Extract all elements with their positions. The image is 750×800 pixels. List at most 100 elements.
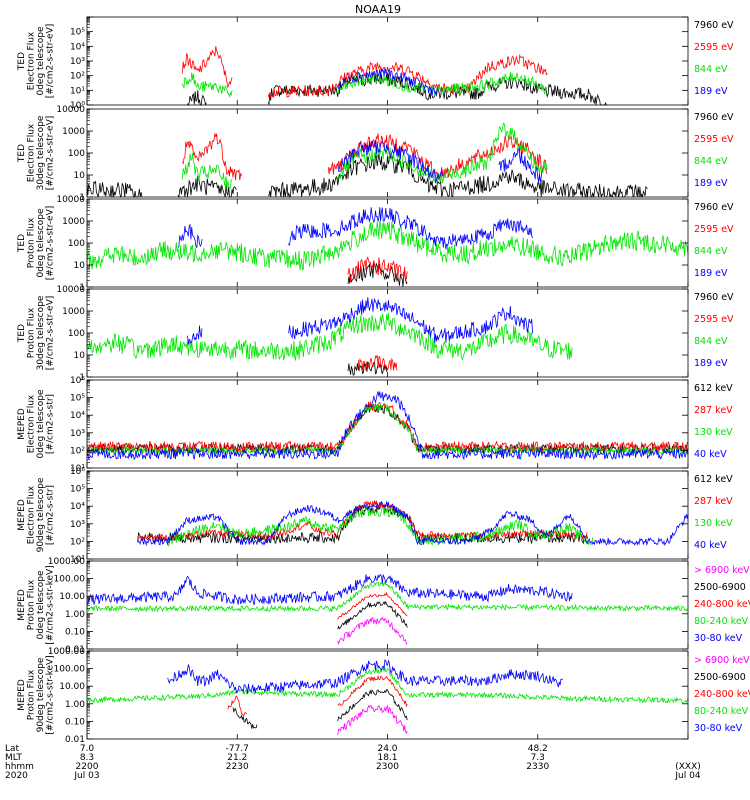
ylabel-p8-3: [#/cm2-s-str-keV] bbox=[45, 655, 55, 734]
ylabel-p1-0: TED bbox=[17, 52, 27, 71]
ylabel-p2-3: [#/cm2-s-str-eV] bbox=[45, 116, 55, 191]
ytick-label-p4-0: 1 bbox=[79, 373, 85, 383]
footer-row-label-3: 2020 bbox=[5, 771, 28, 781]
ytick-label-p2-4: 10000 bbox=[56, 105, 85, 115]
panel-p2: 1 10 100 1000 10000 TED Electron Flux 30deg tel… bbox=[17, 105, 734, 203]
ytick-label-p3-1: 10 bbox=[74, 261, 86, 271]
series-p6-1 bbox=[137, 499, 588, 542]
series-p7-2 bbox=[337, 591, 408, 620]
ytick-label-p6-0: 10¹ bbox=[70, 555, 85, 565]
ytick-label-p8-4: 100.00 bbox=[54, 665, 86, 675]
series-p5-1 bbox=[86, 401, 689, 454]
series-p5-3 bbox=[86, 391, 689, 461]
ytick-label-p5-3: 10⁴ bbox=[70, 411, 85, 421]
legend-p5-2: 130 keV bbox=[694, 427, 733, 438]
ytick-label-p5-1: 10² bbox=[70, 446, 85, 456]
legend-p3-0: 7960 eV bbox=[694, 202, 734, 213]
series-p8-4 bbox=[167, 659, 563, 694]
legend-p6-1: 287 keV bbox=[694, 496, 733, 507]
ylabel-p2-1: Electron Flux bbox=[26, 123, 36, 182]
ylabel-p4-0: TED bbox=[17, 324, 27, 343]
series-p2-2 bbox=[181, 122, 548, 190]
ytick-label-p3-2: 100 bbox=[68, 239, 85, 249]
ylabel-p4-1: Proton Flux bbox=[26, 307, 36, 358]
legend-p7-1: 2500-6900 bbox=[694, 582, 746, 593]
ylabel-p5-3: [#/cm2-s-str] bbox=[45, 394, 55, 454]
series-p8-0 bbox=[337, 704, 408, 736]
ylabel-p8-0: MEPED bbox=[17, 679, 27, 711]
series-p7-4 bbox=[86, 573, 573, 605]
ytick-label-p6-3: 10⁴ bbox=[70, 502, 85, 512]
plot-frame-p4 bbox=[86, 288, 689, 378]
series-p8-1 bbox=[232, 689, 408, 729]
legend-p4-3: 189 eV bbox=[694, 358, 728, 369]
series-p5-2 bbox=[86, 403, 689, 456]
series-p1-1 bbox=[181, 46, 548, 98]
series-p7-1 bbox=[337, 600, 408, 630]
footer-hhmm-4: (XXX) bbox=[675, 762, 701, 772]
ytick-label-p1-5: 10⁵ bbox=[70, 28, 85, 38]
ylabel-p8-1: Proton Flux bbox=[26, 669, 36, 720]
ytick-label-p1-0: 10⁰ bbox=[70, 101, 85, 111]
series-p6-2 bbox=[167, 506, 594, 547]
ylabel-p1-3: [#/cm2-s-str-eV] bbox=[45, 24, 55, 99]
legend-p5-3: 40 keV bbox=[694, 449, 727, 460]
ytick-label-p7-0: 0.01 bbox=[65, 645, 85, 655]
ylabel-p5-0: MEPED bbox=[17, 408, 27, 440]
legend-p7-0: > 6900 keV bbox=[694, 565, 750, 576]
ytick-label-p1-2: 10² bbox=[70, 72, 85, 82]
ytick-label-p2-0: 1 bbox=[79, 193, 85, 203]
footer-lat-0: 7.0 bbox=[80, 744, 95, 754]
ytick-label-p4-4: 10000 bbox=[56, 285, 85, 295]
series-p3-1 bbox=[347, 256, 408, 283]
ylabel-p5-1: Electron Flux bbox=[26, 394, 36, 453]
series-p1-3 bbox=[337, 67, 438, 96]
series-p8-3 bbox=[86, 667, 689, 704]
footer-lat-1: -77.7 bbox=[226, 744, 249, 754]
ytick-label-p3-3: 1000 bbox=[62, 217, 85, 227]
legend-p6-3: 40 keV bbox=[694, 540, 727, 551]
ytick-label-p7-1: 0.10 bbox=[65, 627, 85, 637]
legend-p8-3: 80-240 keV bbox=[694, 706, 749, 717]
ytick-label-p1-4: 10⁴ bbox=[70, 42, 85, 52]
ytick-label-p4-2: 100 bbox=[68, 329, 85, 339]
ytick-label-p4-3: 1000 bbox=[62, 307, 85, 317]
panel-p5: 10¹ 10² 10³ 10⁴ 10⁵ 10⁶ MEPED Electron Flux 0deg… bbox=[17, 376, 733, 474]
ylabel-p4-2: 30deg telescope bbox=[36, 295, 46, 370]
footer-lat-2: 24.0 bbox=[377, 744, 397, 754]
footer-lat-3: 48.2 bbox=[528, 744, 548, 754]
ytick-label-p6-4: 10⁵ bbox=[70, 485, 85, 495]
ytick-label-p7-5: 1000.00 bbox=[48, 557, 85, 567]
ytick-label-p2-3: 1000 bbox=[62, 127, 85, 137]
footer-row-label-0: Lat bbox=[5, 744, 20, 754]
plot-frame-p1 bbox=[86, 16, 689, 106]
ylabel-p8-2: 90deg telescope bbox=[36, 657, 46, 732]
ylabel-p4-3: [#/cm2-s-str-eV] bbox=[45, 296, 55, 371]
series-p2-0 bbox=[86, 153, 648, 199]
plot-frame-p3 bbox=[86, 198, 689, 288]
ylabel-p3-3: [#/cm2-s-str-eV] bbox=[45, 206, 55, 281]
legend-p2-1: 2595 eV bbox=[694, 134, 734, 145]
footer-mlt-0: 8.3 bbox=[80, 753, 94, 763]
legend-p7-3: 80-240 keV bbox=[694, 616, 749, 627]
footer-date-0: Jul 03 bbox=[73, 771, 99, 781]
series-p4-2 bbox=[86, 312, 573, 361]
ylabel-p7-1: Proton Flux bbox=[26, 579, 36, 630]
legend-p6-2: 130 keV bbox=[694, 518, 733, 529]
legend-p5-0: 612 keV bbox=[694, 383, 733, 394]
legend-p8-0: > 6900 keV bbox=[694, 655, 750, 666]
series-p6-3 bbox=[137, 500, 689, 547]
legend-p3-2: 844 eV bbox=[694, 246, 728, 257]
plot-frame-p6 bbox=[86, 470, 689, 560]
panel-p3: 1 10 100 1000 10000 TED Proton Flux 0deg telesc… bbox=[17, 195, 734, 293]
legend-p5-1: 287 keV bbox=[694, 405, 733, 416]
panel-p8: 0.01 0.10 1.00 10.00 100.00 1000.00 MEPED Proto… bbox=[17, 647, 750, 745]
footer-mlt-3: 7.3 bbox=[531, 753, 545, 763]
ylabel-p7-3: [#/cm2-s-str-keV] bbox=[45, 565, 55, 644]
legend-p6-0: 612 keV bbox=[694, 474, 733, 485]
ytick-label-p8-5: 1000.00 bbox=[48, 647, 85, 657]
footer-date-4: Jul 04 bbox=[674, 771, 700, 781]
legend-p1-1: 2595 eV bbox=[694, 42, 734, 53]
legend-p4-2: 844 eV bbox=[694, 336, 728, 347]
